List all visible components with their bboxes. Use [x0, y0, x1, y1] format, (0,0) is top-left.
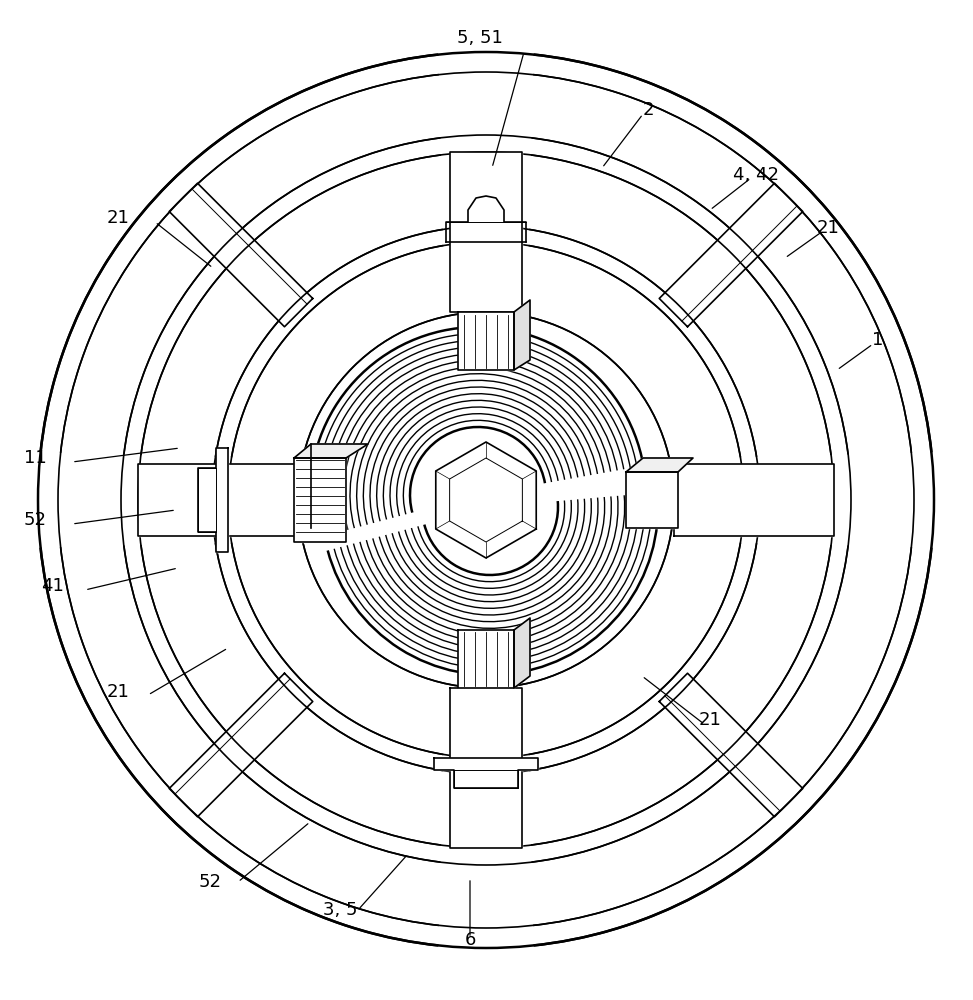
Text: 21: 21 — [107, 683, 129, 701]
Polygon shape — [436, 442, 536, 558]
Polygon shape — [434, 758, 538, 788]
Text: 21: 21 — [699, 711, 721, 729]
Polygon shape — [660, 673, 803, 817]
Text: 52: 52 — [23, 511, 47, 529]
Polygon shape — [674, 464, 834, 536]
Text: 21: 21 — [816, 219, 840, 237]
Polygon shape — [660, 183, 803, 327]
Polygon shape — [514, 300, 530, 370]
Polygon shape — [198, 448, 228, 552]
Text: 2: 2 — [642, 101, 654, 119]
Polygon shape — [294, 458, 346, 542]
Polygon shape — [514, 618, 530, 688]
Polygon shape — [458, 312, 514, 370]
Polygon shape — [450, 688, 522, 848]
Text: 1: 1 — [873, 331, 883, 349]
Polygon shape — [626, 472, 678, 528]
Circle shape — [300, 314, 672, 686]
Polygon shape — [450, 152, 522, 312]
Polygon shape — [169, 673, 312, 817]
Text: 21: 21 — [107, 209, 129, 227]
Text: 4, 42: 4, 42 — [733, 166, 779, 184]
Polygon shape — [458, 630, 514, 688]
Polygon shape — [138, 464, 298, 536]
Text: 41: 41 — [41, 577, 63, 595]
Text: 5, 51: 5, 51 — [457, 29, 503, 47]
Polygon shape — [294, 444, 368, 458]
Polygon shape — [169, 183, 312, 327]
Text: 52: 52 — [198, 873, 222, 891]
Text: 11: 11 — [23, 449, 47, 467]
Polygon shape — [626, 458, 693, 472]
Text: 3, 5: 3, 5 — [323, 901, 357, 919]
Text: 6: 6 — [464, 931, 476, 949]
